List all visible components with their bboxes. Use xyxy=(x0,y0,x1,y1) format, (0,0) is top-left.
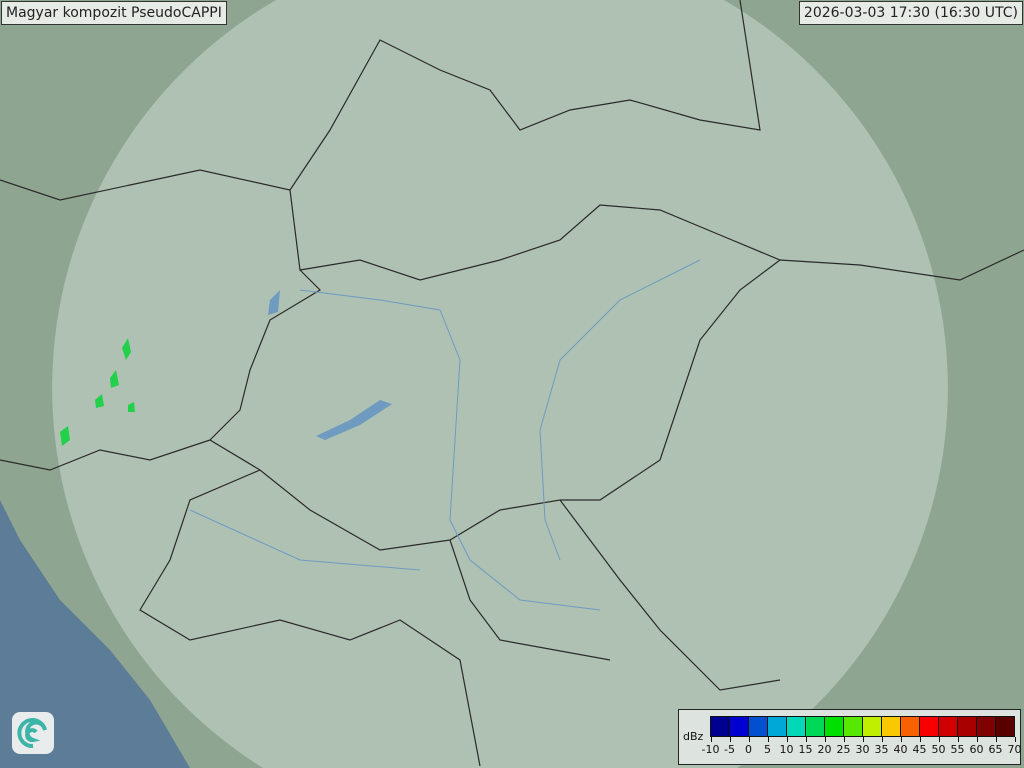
color-swatch xyxy=(844,717,863,736)
color-swatch xyxy=(863,717,882,736)
tick-label: 15 xyxy=(798,743,813,756)
tick-mark xyxy=(786,737,788,742)
rivers xyxy=(189,259,701,611)
radar-coverage-area xyxy=(52,0,948,768)
tick-mark xyxy=(957,737,959,742)
tick-label: 60 xyxy=(969,743,984,756)
tick-mark xyxy=(710,737,712,742)
timestamp: 2026-03-03 17:30 (16:30 UTC) xyxy=(798,1,1023,25)
scale-ticks: -10 -5 0 5 10 15 20 25 30 35 40 45 50 55 60 65 70 xyxy=(702,737,1022,761)
tick-mark xyxy=(900,737,902,742)
color-swatch xyxy=(768,717,787,736)
color-swatch xyxy=(730,717,749,736)
color-swatch xyxy=(882,717,901,736)
tick-mark xyxy=(938,737,940,742)
tick-label: 30 xyxy=(855,743,870,756)
lake-neusiedl xyxy=(268,290,280,315)
color-swatch xyxy=(806,717,825,736)
tick-mark xyxy=(919,737,921,742)
tick-label: 40 xyxy=(893,743,908,756)
legend-unit: dBz xyxy=(683,730,704,743)
tick-label: -10 xyxy=(701,743,720,756)
tick-mark xyxy=(748,737,750,742)
color-swatch xyxy=(939,717,958,736)
tick-mark xyxy=(805,737,807,742)
tick-mark xyxy=(862,737,864,742)
tick-mark xyxy=(729,737,731,742)
color-swatch xyxy=(711,717,730,736)
tick-label: 65 xyxy=(988,743,1003,756)
dbz-legend: dBz -10 -5 0 5 10 15 20 25 30 35 40 45 50 55 60 65 70 xyxy=(678,709,1022,765)
swirl-logo-icon xyxy=(12,712,54,754)
tick-mark xyxy=(995,737,997,742)
tick-mark xyxy=(976,737,978,742)
tick-label: 70 xyxy=(1007,743,1022,756)
tick-label: 55 xyxy=(950,743,965,756)
color-swatch xyxy=(996,717,1014,736)
tick-label: 10 xyxy=(779,743,794,756)
tick-label: 20 xyxy=(817,743,832,756)
tick-label: 25 xyxy=(836,743,851,756)
tick-label: 35 xyxy=(874,743,889,756)
color-swatch xyxy=(920,717,939,736)
tick-mark xyxy=(767,737,769,742)
lake-balaton xyxy=(316,400,392,440)
color-swatch xyxy=(825,717,844,736)
color-swatch xyxy=(901,717,920,736)
tick-mark xyxy=(881,737,883,742)
tick-mark xyxy=(1014,737,1016,742)
tick-label: 0 xyxy=(745,743,752,756)
radar-echoes xyxy=(60,338,135,446)
tick-label: 45 xyxy=(912,743,927,756)
color-swatch xyxy=(977,717,996,736)
color-scale xyxy=(710,716,1015,737)
tick-mark xyxy=(824,737,826,742)
color-swatch xyxy=(958,717,977,736)
adriatic-sea xyxy=(0,500,190,768)
tick-label: 5 xyxy=(764,743,771,756)
product-title: Magyar kompozit PseudoCAPPI xyxy=(1,1,227,25)
tick-mark xyxy=(843,737,845,742)
color-swatch xyxy=(787,717,806,736)
tick-label: 50 xyxy=(931,743,946,756)
color-swatch xyxy=(749,717,768,736)
tick-label: -5 xyxy=(724,743,735,756)
